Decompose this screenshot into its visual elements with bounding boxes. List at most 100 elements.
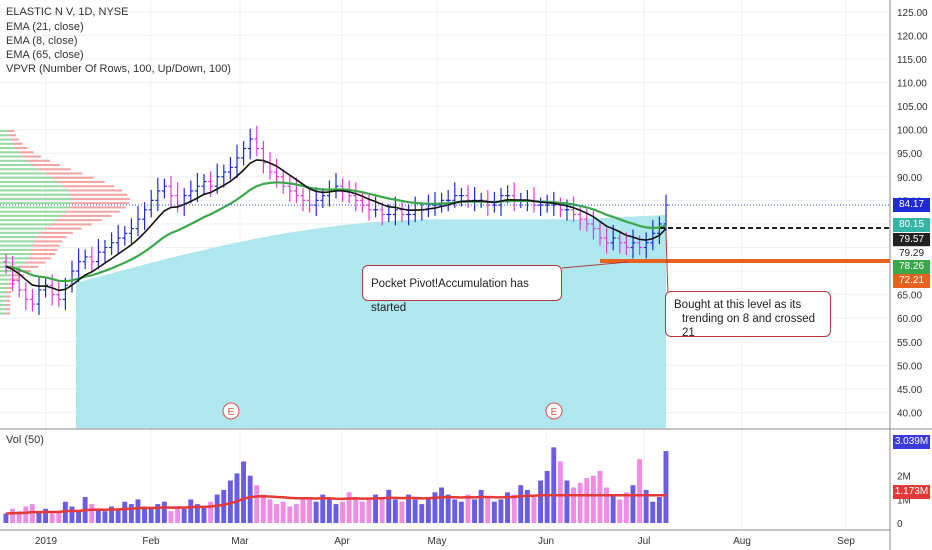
vpvr-bar-down	[62, 185, 115, 188]
vpvr-bar-up	[0, 134, 9, 137]
volume-bar	[320, 494, 326, 523]
volume-bar	[16, 511, 22, 523]
volume-bar	[23, 506, 29, 523]
vpvr-bar-down	[71, 197, 130, 200]
ema8-line	[5, 159, 667, 292]
legend-ema65[interactable]: EMA (65, close)	[6, 49, 84, 61]
vpvr-bar-up	[0, 138, 11, 141]
vpvr-bar-down	[8, 134, 17, 137]
vpvr-bar-up	[0, 197, 72, 200]
volume-bar	[630, 485, 636, 523]
earnings-marker-1[interactable]: E	[222, 402, 240, 420]
volume-tick-label: 0	[897, 519, 903, 530]
volume-bar	[386, 489, 392, 523]
vpvr-bar-down	[69, 206, 126, 209]
price-tick-label: 125.00	[897, 8, 928, 19]
vpvr-bar-down	[40, 231, 73, 234]
price-tick-label: 40.00	[897, 409, 922, 420]
price-tag-72-21: 72.21	[893, 274, 930, 288]
bought-text-line1: Bought at this level as its	[674, 299, 802, 311]
vpvr-bar-up	[0, 172, 46, 175]
price-tag-79-57: 79.57	[893, 233, 930, 247]
volume-bars	[3, 447, 669, 523]
volume-bar	[313, 501, 319, 523]
vpvr-bar-up	[0, 257, 29, 260]
volume-bar	[168, 511, 174, 523]
volume-bar	[175, 506, 180, 523]
bought-annotation[interactable]: Bought at this level as its trending on …	[665, 291, 831, 339]
volume-bar	[538, 480, 543, 523]
volume-bar	[340, 501, 345, 523]
volume-bar	[3, 513, 9, 523]
earnings-marker-2-label: E	[551, 407, 558, 418]
volume-axis[interactable]: 0 1M 2M	[897, 472, 911, 530]
legend-ema8[interactable]: EMA (8, close)	[6, 35, 78, 47]
price-tick-label: 120.00	[897, 31, 928, 42]
volume-bar	[551, 447, 557, 523]
vpvr-bar-up	[0, 291, 7, 294]
volume-bar	[564, 480, 570, 523]
time-tick-label: 2019	[35, 536, 58, 547]
volume-bar	[425, 497, 431, 523]
volume-bar	[465, 494, 471, 523]
time-tick-label: Jul	[638, 536, 651, 547]
vpvr-bar-down	[7, 130, 15, 133]
volume-bar	[650, 501, 656, 523]
vpvr-bar-down	[34, 240, 62, 243]
volume-bar	[109, 506, 114, 523]
price-tick-label: 45.00	[897, 385, 922, 396]
vpvr-bar-down	[28, 257, 52, 260]
vpvr-bar-down	[45, 172, 83, 175]
volume-bar	[43, 508, 48, 523]
price-axis[interactable]: 40.0045.0050.0055.0060.0065.0070.0075.00…	[897, 8, 928, 420]
volume-bar	[142, 506, 147, 523]
vpvr-bar-up	[0, 155, 23, 158]
vpvr-bar-up	[0, 244, 33, 247]
bought-text-line2: trending on 8 and crossed 21	[682, 313, 815, 339]
vpvr-bar-up	[0, 214, 62, 217]
time-tick-label: Sep	[837, 536, 855, 547]
time-axis[interactable]: 2019 Feb Mar Apr May Jun Jul Aug Sep	[35, 536, 855, 547]
vpvr-bar-down	[8, 282, 15, 285]
volume-bar	[102, 511, 108, 523]
vpvr-bar-down	[32, 164, 60, 166]
vpvr-bar-down	[5, 312, 10, 315]
vpvr-bar-down	[10, 138, 19, 141]
volume-bar	[201, 506, 207, 523]
pocket-pivot-annotation[interactable]: Pocket Pivot!Accumulation has started	[362, 265, 562, 314]
volume-bar	[544, 471, 550, 523]
volume-bar	[432, 492, 438, 523]
volume-bar	[49, 513, 55, 523]
vpvr-bar-down	[21, 265, 39, 268]
vpvr-bar-up	[0, 308, 6, 311]
price-tick-label: 95.00	[897, 149, 922, 160]
volume-bar	[584, 478, 590, 523]
vpvr-bar-down	[70, 193, 128, 196]
vpvr-bar-up	[0, 312, 6, 315]
vpvr-bar-up	[0, 236, 37, 239]
vpvr-bar-down	[71, 202, 130, 205]
legend-ema21[interactable]: EMA (21, close)	[6, 21, 84, 33]
volume-bar	[89, 504, 95, 523]
volume-bar	[373, 494, 378, 523]
volume-area-fill	[76, 215, 666, 429]
vpvr-bar-down	[61, 214, 112, 217]
price-tick-label: 50.00	[897, 361, 922, 372]
legend-vpvr[interactable]: VPVR (Number Of Rows, 100, Up/Down, 100)	[6, 63, 231, 75]
volume-bar	[399, 501, 405, 523]
volume-bar	[359, 501, 365, 523]
vpvr-bar-up	[0, 282, 9, 285]
volume-bar	[274, 504, 279, 523]
volume-bar	[181, 508, 187, 523]
earnings-marker-2[interactable]: E	[545, 402, 563, 420]
price-tick-label: 90.00	[897, 173, 922, 184]
volume-bar	[122, 501, 128, 523]
legend-volume[interactable]: Vol (50)	[6, 434, 44, 446]
volume-bar	[155, 504, 161, 523]
volume-bar	[194, 504, 200, 523]
volume-bar	[227, 480, 233, 523]
volume-bar	[128, 504, 134, 523]
volume-bar	[29, 504, 35, 523]
vpvr-bar-down	[22, 155, 42, 158]
